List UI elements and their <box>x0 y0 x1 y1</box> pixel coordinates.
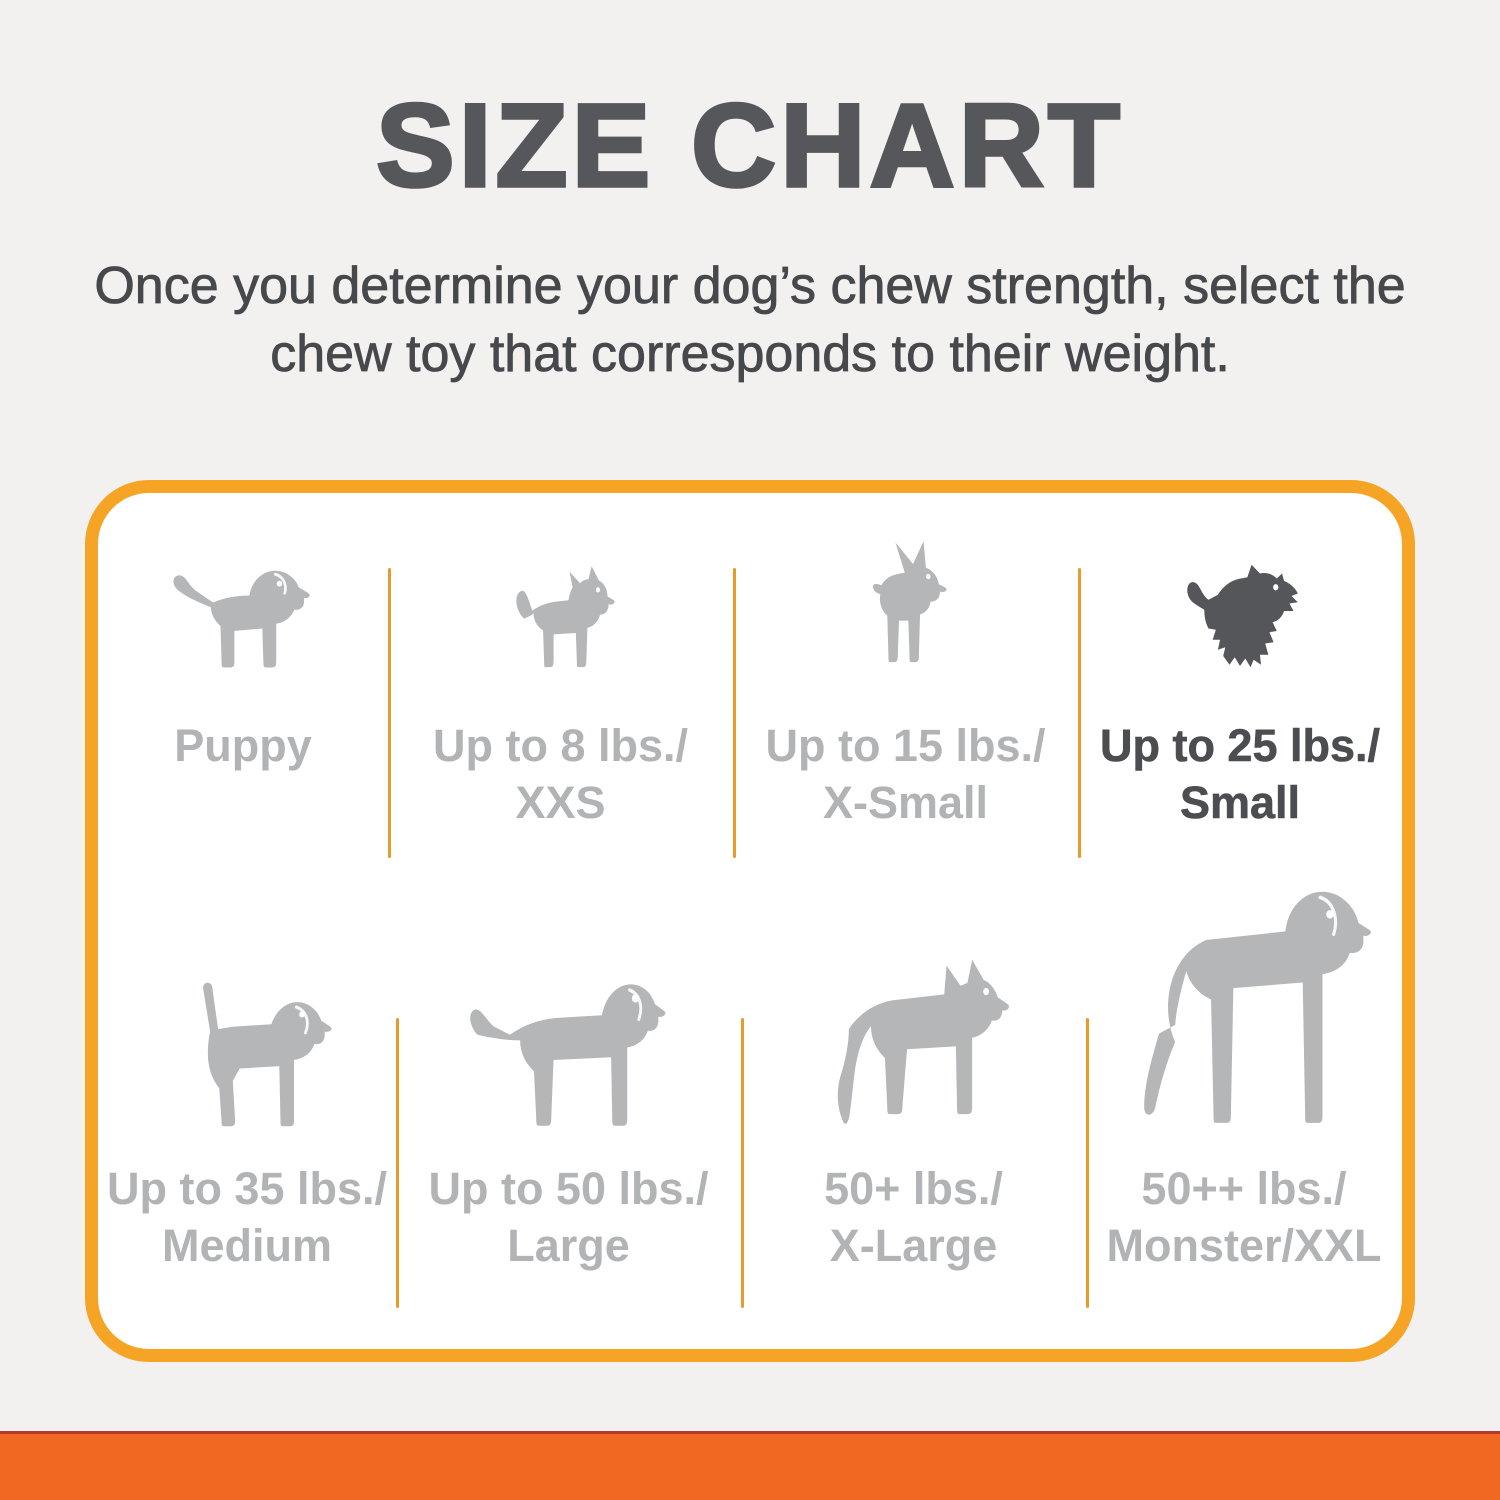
size-chart-card: Puppy Up to 8 lbs./ XXS <box>85 480 1415 1362</box>
bottom-accent-bar <box>0 1431 1500 1500</box>
size-label: Up to 25 lbs./ Small <box>1099 720 1381 829</box>
shepherd-icon <box>814 833 1014 1130</box>
divider-row1-col2 <box>733 568 736 858</box>
size-cell-medium: Up to 35 lbs./ Medium <box>98 833 396 1349</box>
puppy-icon <box>168 543 318 671</box>
size-cell-xsmall: Up to 15 lbs./ X-Small <box>733 493 1078 833</box>
size-cell-large: Up to 50 lbs./ Large <box>396 833 741 1349</box>
size-label: Up to 35 lbs./ Medium <box>106 1163 388 1271</box>
labrador-icon <box>466 833 671 1130</box>
size-chart-row-2: Up to 35 lbs./ Medium Up to 50 lbs./ Lar… <box>98 833 1402 1349</box>
terrier-icon <box>1178 543 1302 671</box>
size-label: 50+ lbs./ X-Large <box>824 1163 1003 1271</box>
size-cell-xxs: Up to 8 lbs./ XXS <box>388 493 733 833</box>
divider-row2-col3 <box>1086 1018 1089 1308</box>
size-label: Up to 8 lbs./ XXS <box>432 720 688 828</box>
great-dane-icon <box>1112 833 1377 1130</box>
size-label: Puppy <box>174 720 312 771</box>
chihuahua-icon <box>505 543 617 671</box>
size-cell-monster-xxl: 50++ lbs./ Monster/XXL <box>1086 833 1402 1349</box>
beagle-icon <box>158 833 336 1130</box>
size-cell-small-selected: Up to 25 lbs./ Small <box>1078 493 1402 833</box>
divider-row2-col1 <box>396 1018 399 1308</box>
size-label: Up to 50 lbs./ Large <box>428 1163 709 1271</box>
divider-row2-col2 <box>741 1018 744 1308</box>
size-cell-xlarge: 50+ lbs./ X-Large <box>741 833 1086 1349</box>
page-title: SIZE CHART <box>374 78 1124 214</box>
size-label: Up to 15 lbs./ X-Small <box>765 720 1046 828</box>
size-chart-row-1: Puppy Up to 8 lbs./ XXS <box>98 493 1402 833</box>
xsmall-dog-icon <box>858 541 954 671</box>
divider-row1-col3 <box>1078 568 1081 858</box>
size-cell-puppy: Puppy <box>98 493 388 833</box>
subtitle-line-2: chew toy that corresponds to their weigh… <box>270 325 1230 384</box>
size-label: 50++ lbs./ Monster/XXL <box>1106 1163 1382 1271</box>
subtitle-line-1: Once you determine your dog’s chew stren… <box>94 257 1406 316</box>
page-subtitle: Once you determine your dog’s chew stren… <box>0 252 1500 388</box>
divider-row1-col1 <box>388 568 391 858</box>
